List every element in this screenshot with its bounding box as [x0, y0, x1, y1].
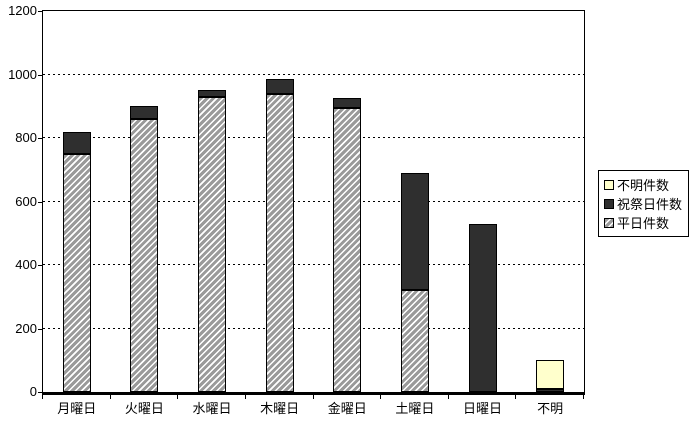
segment-weekday: [198, 96, 227, 392]
x-axis-label-friday: 金曜日: [327, 401, 367, 416]
x-axis-tick: [109, 395, 111, 399]
segment-holiday: [536, 389, 565, 392]
y-axis-label-400: 400: [15, 257, 37, 272]
x-axis-label-thursday: 木曜日: [260, 401, 300, 416]
x-axis-label-wednesday: 水曜日: [192, 401, 232, 416]
segment-holiday: [400, 172, 429, 291]
segment-holiday: [198, 90, 227, 97]
gridline-400: [43, 264, 584, 265]
segment-weekday: [400, 290, 429, 392]
y-axis-tick: [38, 328, 43, 330]
y-axis-label-600: 600: [15, 193, 37, 209]
segment-weekday: [130, 118, 159, 392]
gridline-1000: [43, 73, 584, 75]
x-axis-tick: [42, 395, 43, 399]
gridline-600: [43, 200, 584, 202]
x-axis-tick: [312, 395, 314, 399]
y-axis-label-0: 0: [29, 384, 37, 399]
x-axis-label-monday: 月曜日: [57, 401, 97, 416]
y-axis-tick: [38, 201, 43, 203]
y-axis-label-1000: 1000: [8, 66, 37, 82]
y-axis-tick: [38, 11, 43, 12]
segment-weekday: [333, 107, 362, 392]
bar-friday: [333, 98, 362, 392]
bar-saturday: [400, 172, 429, 392]
y-axis-tick: [38, 138, 43, 139]
bar-monday: [62, 131, 91, 392]
legend-label: 平日件数: [617, 216, 670, 231]
legend-item: 平日件数: [604, 213, 682, 232]
gridline-800: [43, 137, 584, 138]
y-axis-tick: [38, 265, 43, 266]
x-axis-label-sunday: 日曜日: [463, 401, 503, 416]
segment-holiday: [333, 98, 362, 108]
bar-unknown: [536, 360, 565, 392]
y-axis-label-200: 200: [15, 320, 37, 336]
y-axis-tick: [38, 74, 43, 76]
legend-item: 祝祭日件数: [604, 194, 682, 213]
segment-holiday: [62, 131, 91, 154]
y-axis-label-800: 800: [15, 130, 37, 145]
x-axis-label-tuesday: 火曜日: [124, 401, 164, 416]
legend-swatch-hatch-icon: [604, 217, 614, 228]
segment-weekday: [62, 153, 91, 392]
x-axis-tick: [380, 395, 382, 399]
bar-tuesday: [130, 106, 159, 392]
x-axis-tick: [583, 395, 584, 399]
x-axis-tick: [177, 395, 179, 399]
x-axis-tick: [515, 395, 517, 399]
segment-holiday: [130, 106, 159, 119]
bar-thursday: [265, 79, 294, 392]
x-axis-tick: [447, 395, 449, 399]
x-axis-label-unknown: 不明: [537, 401, 564, 416]
segment-unknown: [536, 360, 565, 390]
x-axis-label-saturday: 土曜日: [395, 401, 435, 416]
segment-holiday: [468, 223, 497, 392]
x-axis-tick: [244, 395, 246, 399]
bar-wednesday: [198, 90, 227, 392]
plot-area: [42, 10, 585, 395]
bar-sunday: [468, 223, 497, 392]
gridline-200: [43, 327, 584, 329]
legend-label: 祝祭日件数: [617, 197, 683, 212]
segment-weekday: [265, 93, 294, 392]
legend-label: 不明件数: [617, 178, 670, 193]
y-axis-label-1200: 1200: [8, 3, 37, 18]
legend-item: 不明件数: [604, 175, 682, 194]
legend-swatch-dark-icon: [604, 198, 614, 209]
y-axis-tick: [38, 392, 43, 393]
legend: 不明件数祝祭日件数平日件数: [598, 170, 690, 237]
segment-holiday: [265, 79, 294, 94]
legend-swatch-yellow-icon: [604, 179, 614, 190]
